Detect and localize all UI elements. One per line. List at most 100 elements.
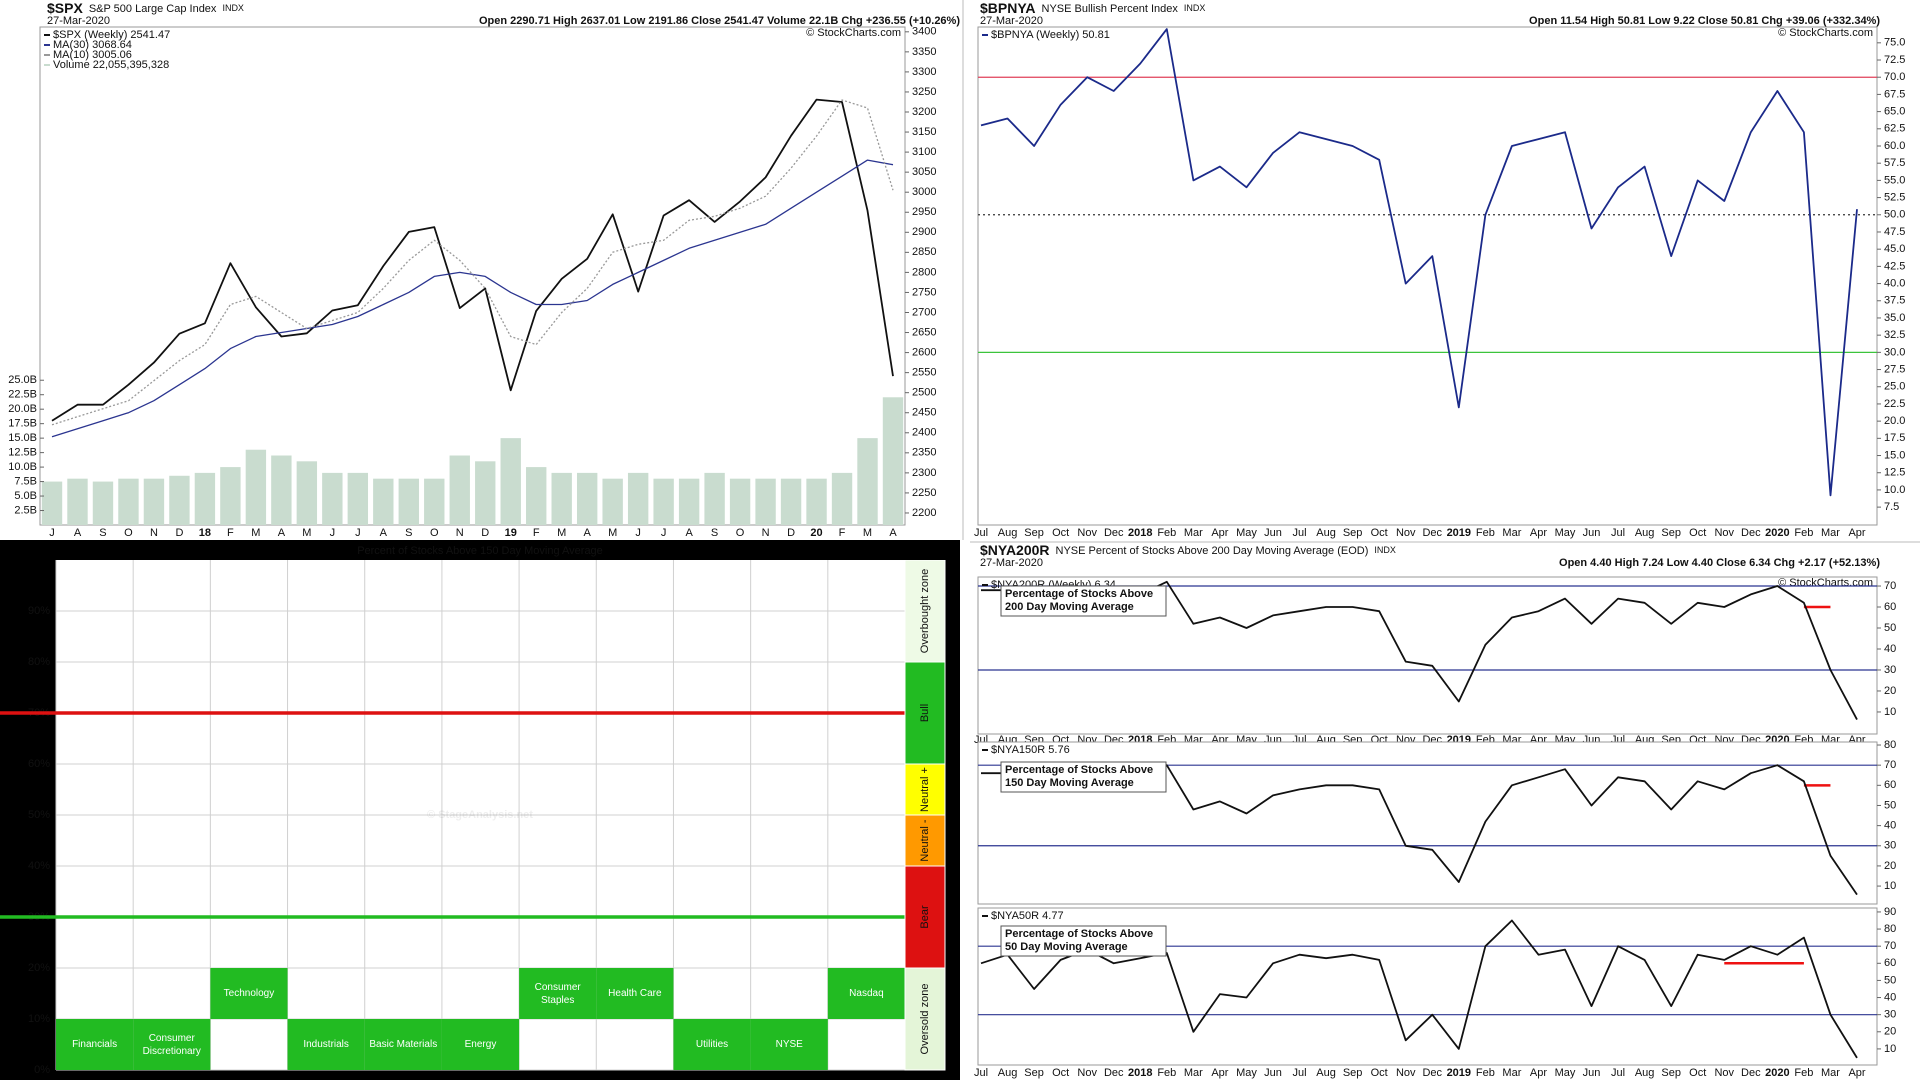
series-line [51, 98, 894, 422]
y-tick-label: 10 [1884, 880, 1896, 892]
y2-tick-label: 17.5B [8, 418, 37, 430]
y-tick-label: 70 [1884, 759, 1896, 771]
x-tick-label: Apr [1848, 527, 1865, 539]
zone [904, 559, 946, 663]
y-tick-label: 2500 [912, 387, 936, 399]
zone-label: Oversold zone [919, 984, 931, 1055]
cell [519, 968, 597, 1019]
chart-header: $BPNYA NYSE Bullish Percent Index INDX [980, 0, 1205, 16]
y2-tick-label: 2.5B [14, 504, 37, 516]
source: © StockCharts.com [1778, 577, 1873, 589]
y-tick-label: 30 [1884, 840, 1896, 852]
zone-label: Bear [919, 905, 931, 929]
y-tick-label: 2450 [912, 407, 936, 419]
y-tick-label: 2650 [912, 326, 936, 338]
y-tick-label: 50.0 [1884, 209, 1905, 221]
x-tick-label: Jul [974, 527, 988, 539]
category-label: Utilities [695, 1039, 729, 1050]
zone [904, 814, 946, 867]
y-tick-label: 3050 [912, 166, 936, 178]
chart-header: $SPX S&P 500 Large Cap Index INDX [47, 0, 244, 16]
x-tick-label: Feb [1476, 527, 1495, 539]
y-tick-label: 2300 [912, 467, 936, 479]
y-tick-label: 47.5 [1884, 226, 1905, 238]
x-tick-label: 2019 [1447, 527, 1471, 539]
y-tick-label: 50 [1884, 974, 1896, 986]
x-tick-label: J [49, 527, 55, 539]
y-tick-label: 57.5 [1884, 157, 1905, 169]
y-tick-label: 32.5 [1884, 329, 1905, 341]
y2-tick-label: 5.0B [14, 490, 37, 502]
annotation-text: 150 Day Moving Average [1005, 777, 1134, 789]
x-tick-label: Mar [1502, 1067, 1521, 1079]
cell [596, 968, 674, 1019]
x-tick-label: 2020 [1765, 1067, 1789, 1079]
y-tick-label: 30.0 [1884, 346, 1905, 358]
quote: Open 2290.71 High 2637.01 Low 2191.86 Cl… [479, 15, 960, 27]
y-tick-label: 20.0 [1884, 415, 1905, 427]
x-tick-label: Nov [1396, 527, 1416, 539]
volume-bar [67, 478, 88, 525]
x-tick-label: F [839, 527, 846, 539]
y-tick-label: 40 [1884, 643, 1896, 655]
x-tick-label: Sep [1661, 1067, 1681, 1079]
x-tick-label: Feb [1157, 527, 1176, 539]
y-tick-label: 3100 [912, 146, 936, 158]
cell [827, 968, 905, 1019]
x-tick-label: 19 [505, 527, 517, 539]
symbol: $SPX [47, 0, 83, 16]
y-tick-label: 90 [1884, 906, 1896, 918]
y-tick-label: 10 [1884, 1043, 1896, 1055]
x-tick-label: A [889, 527, 897, 539]
x-tick-label: Aug [1635, 527, 1655, 539]
x-tick-label: Feb [1794, 527, 1813, 539]
volume-bar [576, 472, 598, 525]
legend-label: $SPX (Weekly) 2541.47 [53, 29, 170, 41]
x-tick-label: J [635, 527, 641, 539]
volume-bar [169, 475, 190, 525]
category-label: Nasdaq [849, 988, 884, 999]
x-tick-label: Mar [1821, 527, 1840, 539]
volume-bar [424, 478, 445, 525]
zone-label: Neutral + [919, 767, 931, 812]
x-tick-label: 20 [810, 527, 822, 539]
x-tick-label: May [1555, 527, 1576, 539]
annotation-box [1000, 585, 1167, 617]
x-tick-label: Sep [1024, 527, 1044, 539]
source: © StockCharts.com [806, 27, 901, 39]
volume-bar [551, 472, 572, 525]
cell-label-box: Consumer Staples [535, 982, 581, 1006]
cell-label-box: Energy [464, 1039, 497, 1050]
volume-bar [118, 478, 139, 525]
zone-label: Overbought zone [919, 569, 931, 653]
volume-bar [475, 461, 496, 525]
quote: Open 11.54 High 50.81 Low 9.22 Close 50.… [1529, 15, 1880, 27]
y-tick-label: 37.5 [1884, 295, 1905, 307]
y-tick-label: 20 [1884, 1026, 1896, 1038]
y-tick-label: 2950 [912, 206, 936, 218]
category-label: Energy [464, 1039, 497, 1050]
volume-bar [245, 449, 267, 525]
volume-bar [526, 467, 547, 525]
x-tick-label: 2019 [1447, 1067, 1471, 1079]
y2-tick-label: 7.5B [14, 475, 37, 487]
x-tick-label: Mar [1184, 1067, 1203, 1079]
cell-label-box: Basic Materials [369, 1039, 437, 1050]
x-tick-label: Mar [1821, 1067, 1840, 1079]
y-tick-label: 70 [1884, 580, 1896, 592]
volume-bar [627, 472, 649, 525]
annotation-text: Percentage of Stocks Above [1005, 764, 1153, 776]
y2-tick-label: 22.5B [8, 389, 37, 401]
zone [904, 763, 946, 816]
x-tick-label: Apr [1530, 1067, 1547, 1079]
volume-bar [92, 481, 114, 525]
chart-header: $NYA200R NYSE Percent of Stocks Above 200… [980, 542, 1396, 558]
y-tick-label: 7.5 [1884, 501, 1899, 513]
y2-tick-label: 12.5B [8, 447, 37, 459]
x-tick-label: Nov [1714, 1067, 1734, 1079]
exchange: INDX [1184, 3, 1206, 13]
legend-label: MA(30) 3068.64 [53, 39, 132, 51]
x-tick-label: D [787, 527, 795, 539]
x-tick-label: Dec [1741, 1067, 1761, 1079]
cell [56, 1019, 134, 1070]
